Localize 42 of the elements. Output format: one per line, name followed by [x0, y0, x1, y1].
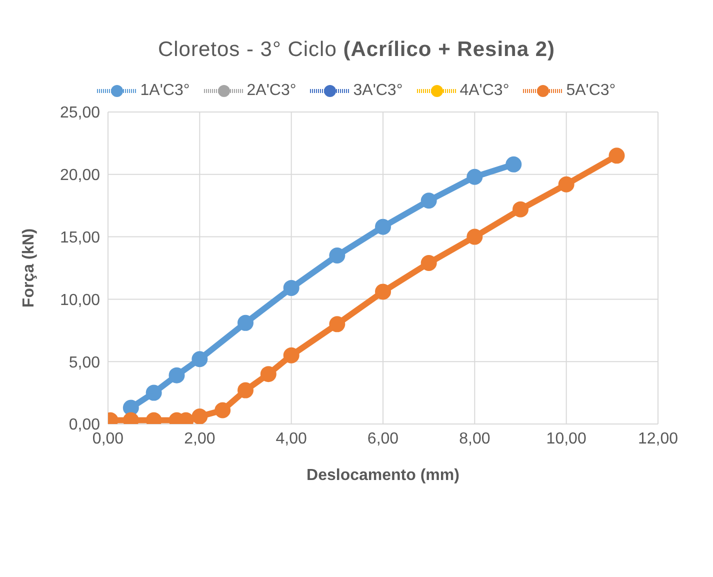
- x-tick-label: 8,00: [459, 430, 490, 448]
- point: [506, 156, 522, 172]
- y-tick-label: 25,00: [60, 104, 100, 122]
- point: [192, 408, 208, 424]
- point: [329, 248, 346, 264]
- point: [283, 347, 300, 364]
- point: [329, 316, 346, 332]
- x-axis-title: Deslocamento (mm): [306, 467, 460, 484]
- point: [375, 218, 391, 235]
- point: [214, 402, 231, 418]
- x-tick-label: 12,00: [638, 430, 678, 448]
- point: [420, 255, 437, 272]
- point: [608, 148, 625, 164]
- legend-label: 4A'C3°: [460, 82, 510, 100]
- point: [168, 367, 185, 384]
- point: [512, 201, 528, 218]
- legend-label: 2A'C3°: [246, 82, 296, 100]
- point: [260, 366, 276, 382]
- point: [420, 192, 437, 209]
- legend-label: 3A'C3°: [353, 82, 403, 100]
- y-tick-label: 20,00: [60, 167, 100, 184]
- y-axis-title: Força (kN): [20, 228, 38, 308]
- point: [283, 280, 300, 296]
- point: [238, 314, 254, 331]
- x-tick-label: 2,00: [184, 430, 216, 448]
- point: [466, 228, 483, 245]
- x-tick-label: 6,00: [367, 430, 399, 448]
- y-tick-label: 15,00: [60, 229, 100, 246]
- point: [192, 351, 208, 368]
- point: [238, 382, 254, 398]
- point: [466, 168, 483, 185]
- x-tick-label: 10,00: [546, 430, 586, 448]
- x-tick-label: 4,00: [276, 430, 308, 448]
- y-tick-label: 10,00: [60, 292, 100, 309]
- chart-title: Cloretos - 3° Ciclo (Acrílico + Resina 2): [158, 38, 556, 61]
- point: [375, 284, 391, 300]
- legend-label: 5A'C3°: [566, 82, 616, 100]
- point: [558, 176, 574, 192]
- y-tick-label: 5,00: [68, 354, 100, 372]
- point: [146, 384, 162, 401]
- point: [122, 400, 139, 416]
- legend-label: 1A'C3°: [140, 82, 190, 100]
